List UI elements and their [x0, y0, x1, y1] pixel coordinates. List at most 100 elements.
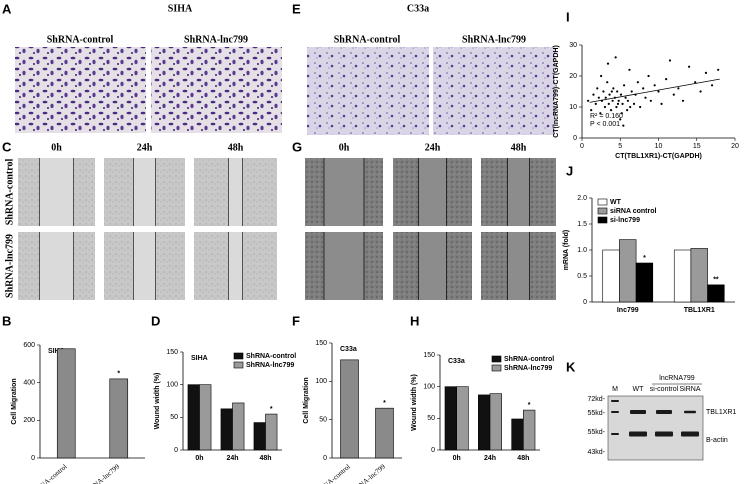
- scatter-point: [602, 90, 605, 93]
- scatter-point: [590, 109, 593, 112]
- scatter-point: [610, 90, 613, 93]
- y-axis-label: Wound width (%): [154, 373, 161, 430]
- panel-label: I: [566, 9, 570, 24]
- y-tick-label: 0: [31, 455, 35, 462]
- time-label: 0h: [339, 142, 350, 153]
- wound-gap: [133, 158, 156, 226]
- scatter-point: [615, 105, 618, 109]
- wound-gap: [324, 232, 364, 300]
- time-label: 48h: [511, 142, 527, 153]
- scatter-point: [604, 96, 607, 99]
- y-tick-label: 1.5: [577, 221, 587, 228]
- trendline: [589, 78, 720, 103]
- legend-label: ShRNA-lnc799: [246, 362, 294, 369]
- row-label: ShRNA-lnc799: [4, 234, 15, 298]
- y-tick-label: 50: [319, 417, 327, 424]
- scatter-point: [629, 105, 632, 109]
- scatter-point: [668, 59, 672, 62]
- y-tick-label: 20: [569, 73, 577, 80]
- scatter-point: [614, 56, 617, 59]
- x-tick-label: 24h: [226, 455, 238, 462]
- scatter-point: [660, 102, 663, 105]
- scatter-point: [622, 124, 625, 127]
- legend-swatch: [597, 198, 608, 206]
- micrograph: [307, 47, 429, 135]
- panel-label: A: [2, 1, 12, 16]
- y-tick-label: 2.0: [577, 195, 587, 202]
- stat-annotation: R² = 0.160: [590, 113, 623, 120]
- time-label: 24h: [137, 142, 153, 153]
- x-tick-label: ShRNA-lnc799: [83, 462, 122, 484]
- protein-label: TBL1XR1: [706, 409, 736, 416]
- significance-mark: *: [383, 400, 386, 407]
- wound-gap: [133, 232, 156, 300]
- bar: [232, 402, 245, 451]
- bar: [199, 384, 212, 451]
- legend-swatch: [233, 352, 244, 360]
- wound-gap: [228, 232, 243, 300]
- protein-label: B-actin: [706, 437, 728, 444]
- scatter-point: [616, 90, 619, 93]
- bar: [253, 422, 266, 451]
- wound-gap: [418, 158, 447, 226]
- y-tick-label: 600: [23, 342, 35, 349]
- scatter-point: [607, 102, 610, 105]
- wound-gap: [324, 158, 364, 226]
- legend-label: ShRNA-control: [246, 353, 296, 360]
- y-axis-label: Cell Migration: [11, 378, 18, 424]
- scatter-point: [592, 93, 595, 96]
- time-label: 0h: [51, 142, 62, 153]
- scatter-point: [628, 68, 631, 71]
- scatter-point: [620, 112, 623, 115]
- y-tick-label: 100: [315, 378, 327, 385]
- panel-title: C33a: [407, 3, 429, 14]
- scatter-point: [594, 102, 597, 105]
- bar: [220, 408, 233, 451]
- x-tick-label: 15: [693, 143, 701, 150]
- scatter-point: [619, 93, 623, 96]
- scatter-point: [672, 93, 675, 96]
- y-axis-label: Wound width (%): [411, 374, 418, 431]
- bar: [375, 407, 394, 459]
- scatter-point: [657, 90, 660, 93]
- panel-label: D: [151, 313, 160, 328]
- y-tick-label: 30: [569, 42, 577, 49]
- y-tick-label: 100: [166, 382, 178, 389]
- panel-label: B: [2, 313, 11, 328]
- bar: [444, 386, 457, 451]
- blot-band: [630, 410, 646, 414]
- blot-band: [611, 433, 619, 435]
- scatter-point: [665, 78, 668, 81]
- scatter-point: [603, 105, 607, 109]
- x-axis-label: CT(TBL1XR1)-CT(GAPDH): [615, 153, 702, 160]
- lane-label: si-control: [650, 386, 679, 393]
- x-tick-label: 20: [731, 143, 739, 150]
- scatter-point: [624, 96, 627, 99]
- marker-label: 43kd-: [587, 449, 605, 456]
- x-tick-label: 10: [655, 143, 663, 150]
- marker-label: 55kd-: [587, 429, 605, 436]
- legend-label: ShRNA-lnc799: [504, 365, 552, 372]
- legend-label: WT: [610, 199, 622, 206]
- x-tick-label: ShRNA-lnc799: [348, 462, 387, 484]
- x-tick-label: TBL1XR1: [684, 307, 715, 314]
- scatter-point: [688, 65, 691, 68]
- micrograph: [15, 47, 146, 133]
- chart-title: SIHA: [191, 355, 208, 362]
- scatter-point: [587, 99, 590, 102]
- scatter-point: [642, 87, 645, 90]
- scatter-point: [632, 102, 636, 105]
- panel-title: SIHA: [168, 3, 193, 14]
- y-axis-label: mRNA (fold): [563, 230, 570, 271]
- blot: [607, 395, 704, 461]
- bar: [523, 409, 536, 451]
- bar: [619, 239, 637, 303]
- y-tick-label: 150: [315, 340, 327, 347]
- x-tick-label: 0h: [195, 455, 203, 462]
- scatter-point: [600, 74, 603, 78]
- micrograph: [151, 47, 282, 133]
- blot-band: [684, 410, 696, 414]
- bar: [56, 348, 76, 459]
- scatter-point: [606, 62, 610, 65]
- row-label: ShRNA-control: [4, 159, 15, 226]
